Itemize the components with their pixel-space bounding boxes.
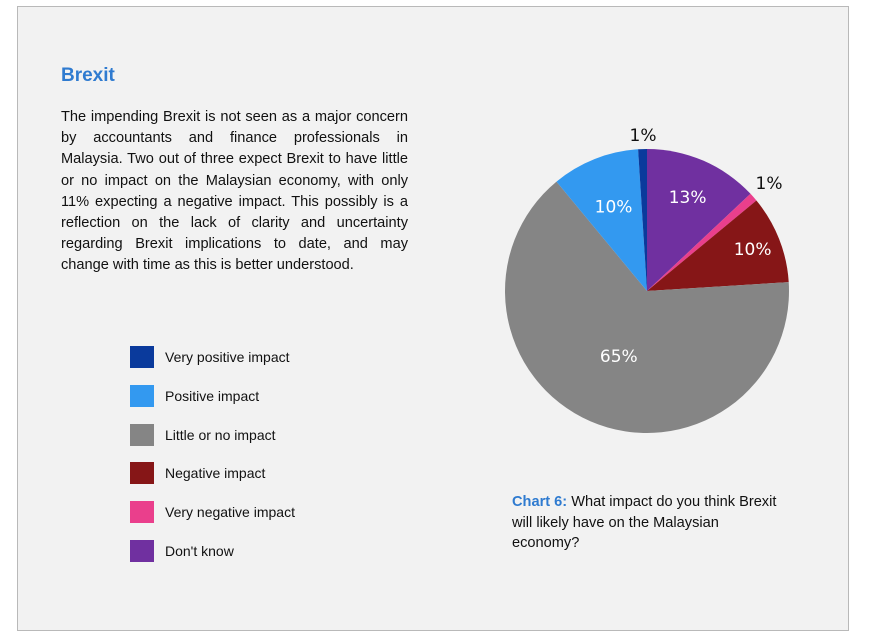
data-label: 13% <box>669 188 707 208</box>
data-label: 10% <box>734 240 772 260</box>
pie-slice <box>647 193 757 291</box>
legend-swatch <box>130 539 154 562</box>
legend-label: Very positive impact <box>165 349 290 365</box>
section-heading: Brexit <box>61 65 115 86</box>
chart-caption: Chart 6: What impact do you think Brexit… <box>512 492 782 554</box>
legend-item: Positive impact <box>130 384 295 408</box>
legend-label: Very negative impact <box>165 504 295 521</box>
pie-slice <box>647 200 789 291</box>
legend-swatch <box>130 423 154 446</box>
legend-item: Very positive impact <box>130 345 295 369</box>
legend-item: Very negative impact <box>130 500 295 524</box>
legend-label: Negative impact <box>165 465 266 482</box>
legend-label: Don't know <box>165 542 234 559</box>
pie-chart: 13% 1% 10% 65% 10% 1% <box>505 126 789 433</box>
data-label: 10% <box>595 198 633 218</box>
legend-item: Negative impact <box>130 461 295 485</box>
legend-swatch <box>130 384 154 407</box>
legend-label: Little or no impact <box>165 426 276 443</box>
legend-label: Positive impact <box>165 387 260 404</box>
caption-text: What impact do you think Brexit will lik… <box>512 494 777 551</box>
legend-item: Little or no impact <box>130 423 295 447</box>
caption-label: Chart 6: <box>512 494 568 510</box>
content-panel: Brexit The impending Brexit is not seen … <box>17 6 849 631</box>
chart-legend: Very positive impact Positive impact Lit… <box>130 345 295 578</box>
data-label: 65% <box>600 347 638 367</box>
legend-swatch <box>130 346 154 368</box>
pie-slice <box>505 181 789 433</box>
legend-swatch <box>130 501 154 524</box>
legend-item: Don't know <box>130 539 295 563</box>
body-paragraph: The impending Brexit is not seen as a ma… <box>61 109 408 274</box>
pie-slice <box>647 149 751 291</box>
legend-swatch <box>130 462 154 485</box>
pie-slice <box>556 149 647 291</box>
data-label: 1% <box>630 126 657 146</box>
pie-slice <box>638 149 647 291</box>
data-label: 1% <box>756 174 783 194</box>
